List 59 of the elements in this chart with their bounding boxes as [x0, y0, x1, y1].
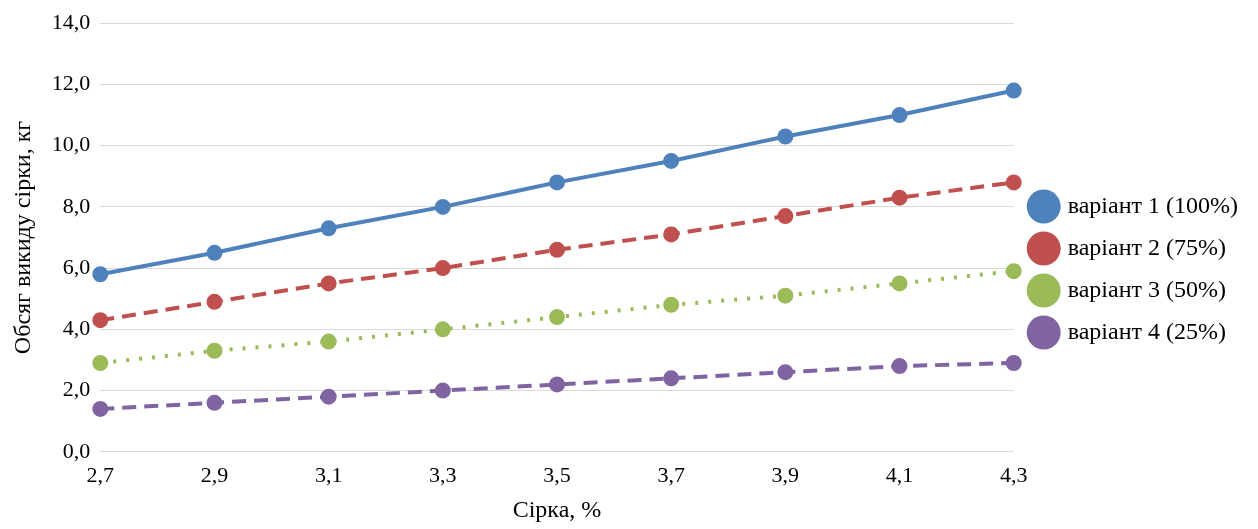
x-tick-label: 3,5 — [543, 461, 571, 487]
point — [320, 333, 337, 350]
point — [434, 260, 451, 277]
point — [1005, 355, 1022, 372]
x-axis-title: Сірка, % — [512, 495, 602, 522]
point — [92, 312, 109, 329]
legend-label: варіант 3 (50%) — [1067, 275, 1226, 302]
point — [1005, 263, 1022, 280]
y-tick-label: 8,0 — [62, 192, 91, 218]
point — [663, 152, 680, 169]
x-tick-label: 3,7 — [657, 461, 685, 487]
x-tick-label: 3,1 — [314, 461, 343, 487]
point — [320, 220, 337, 237]
point — [1005, 82, 1022, 99]
x-tick-label: 4,1 — [885, 461, 914, 487]
point — [1005, 174, 1022, 191]
point — [777, 128, 794, 145]
x-tick-label: 3,3 — [429, 461, 457, 487]
legend-label: варіант 2 (75%) — [1067, 233, 1226, 260]
x-tick-label: 3,9 — [771, 461, 800, 487]
x-tick-label: 2,7 — [86, 461, 115, 487]
point — [549, 376, 565, 393]
point — [891, 275, 908, 292]
point — [777, 287, 794, 304]
point — [92, 355, 109, 372]
point — [549, 241, 565, 258]
y-tick-label: 6,0 — [62, 253, 91, 279]
point — [663, 296, 680, 313]
point — [206, 244, 223, 261]
point — [206, 342, 223, 359]
x-tick-label: 2,9 — [200, 461, 229, 487]
y-tick-label: 0,0 — [62, 437, 91, 463]
point — [92, 266, 109, 283]
point — [777, 364, 794, 381]
point — [206, 394, 223, 411]
point — [891, 358, 908, 375]
y-axis-title: Обсяг викиду сірки, кг — [8, 120, 35, 355]
point — [891, 107, 908, 124]
point — [320, 388, 337, 405]
point — [434, 382, 451, 399]
y-tick-label: 4,0 — [62, 315, 91, 341]
point — [434, 198, 451, 215]
y-tick-label: 10,0 — [51, 131, 91, 157]
point — [320, 275, 337, 292]
y-tick-label: 14,0 — [51, 8, 91, 34]
point — [549, 174, 565, 191]
x-tick-label: 4,3 — [999, 461, 1028, 487]
point — [663, 370, 680, 387]
point — [549, 309, 565, 326]
point — [206, 293, 223, 310]
point — [92, 400, 109, 417]
legend-label: варіант 1 (100%) — [1067, 191, 1238, 218]
legend-label: варіант 4 (25%) — [1067, 317, 1226, 344]
point — [777, 208, 794, 225]
point — [663, 226, 680, 243]
point — [891, 189, 908, 206]
y-tick-label: 12,0 — [51, 70, 91, 96]
y-tick-label: 2,0 — [62, 376, 91, 402]
point — [434, 321, 451, 338]
